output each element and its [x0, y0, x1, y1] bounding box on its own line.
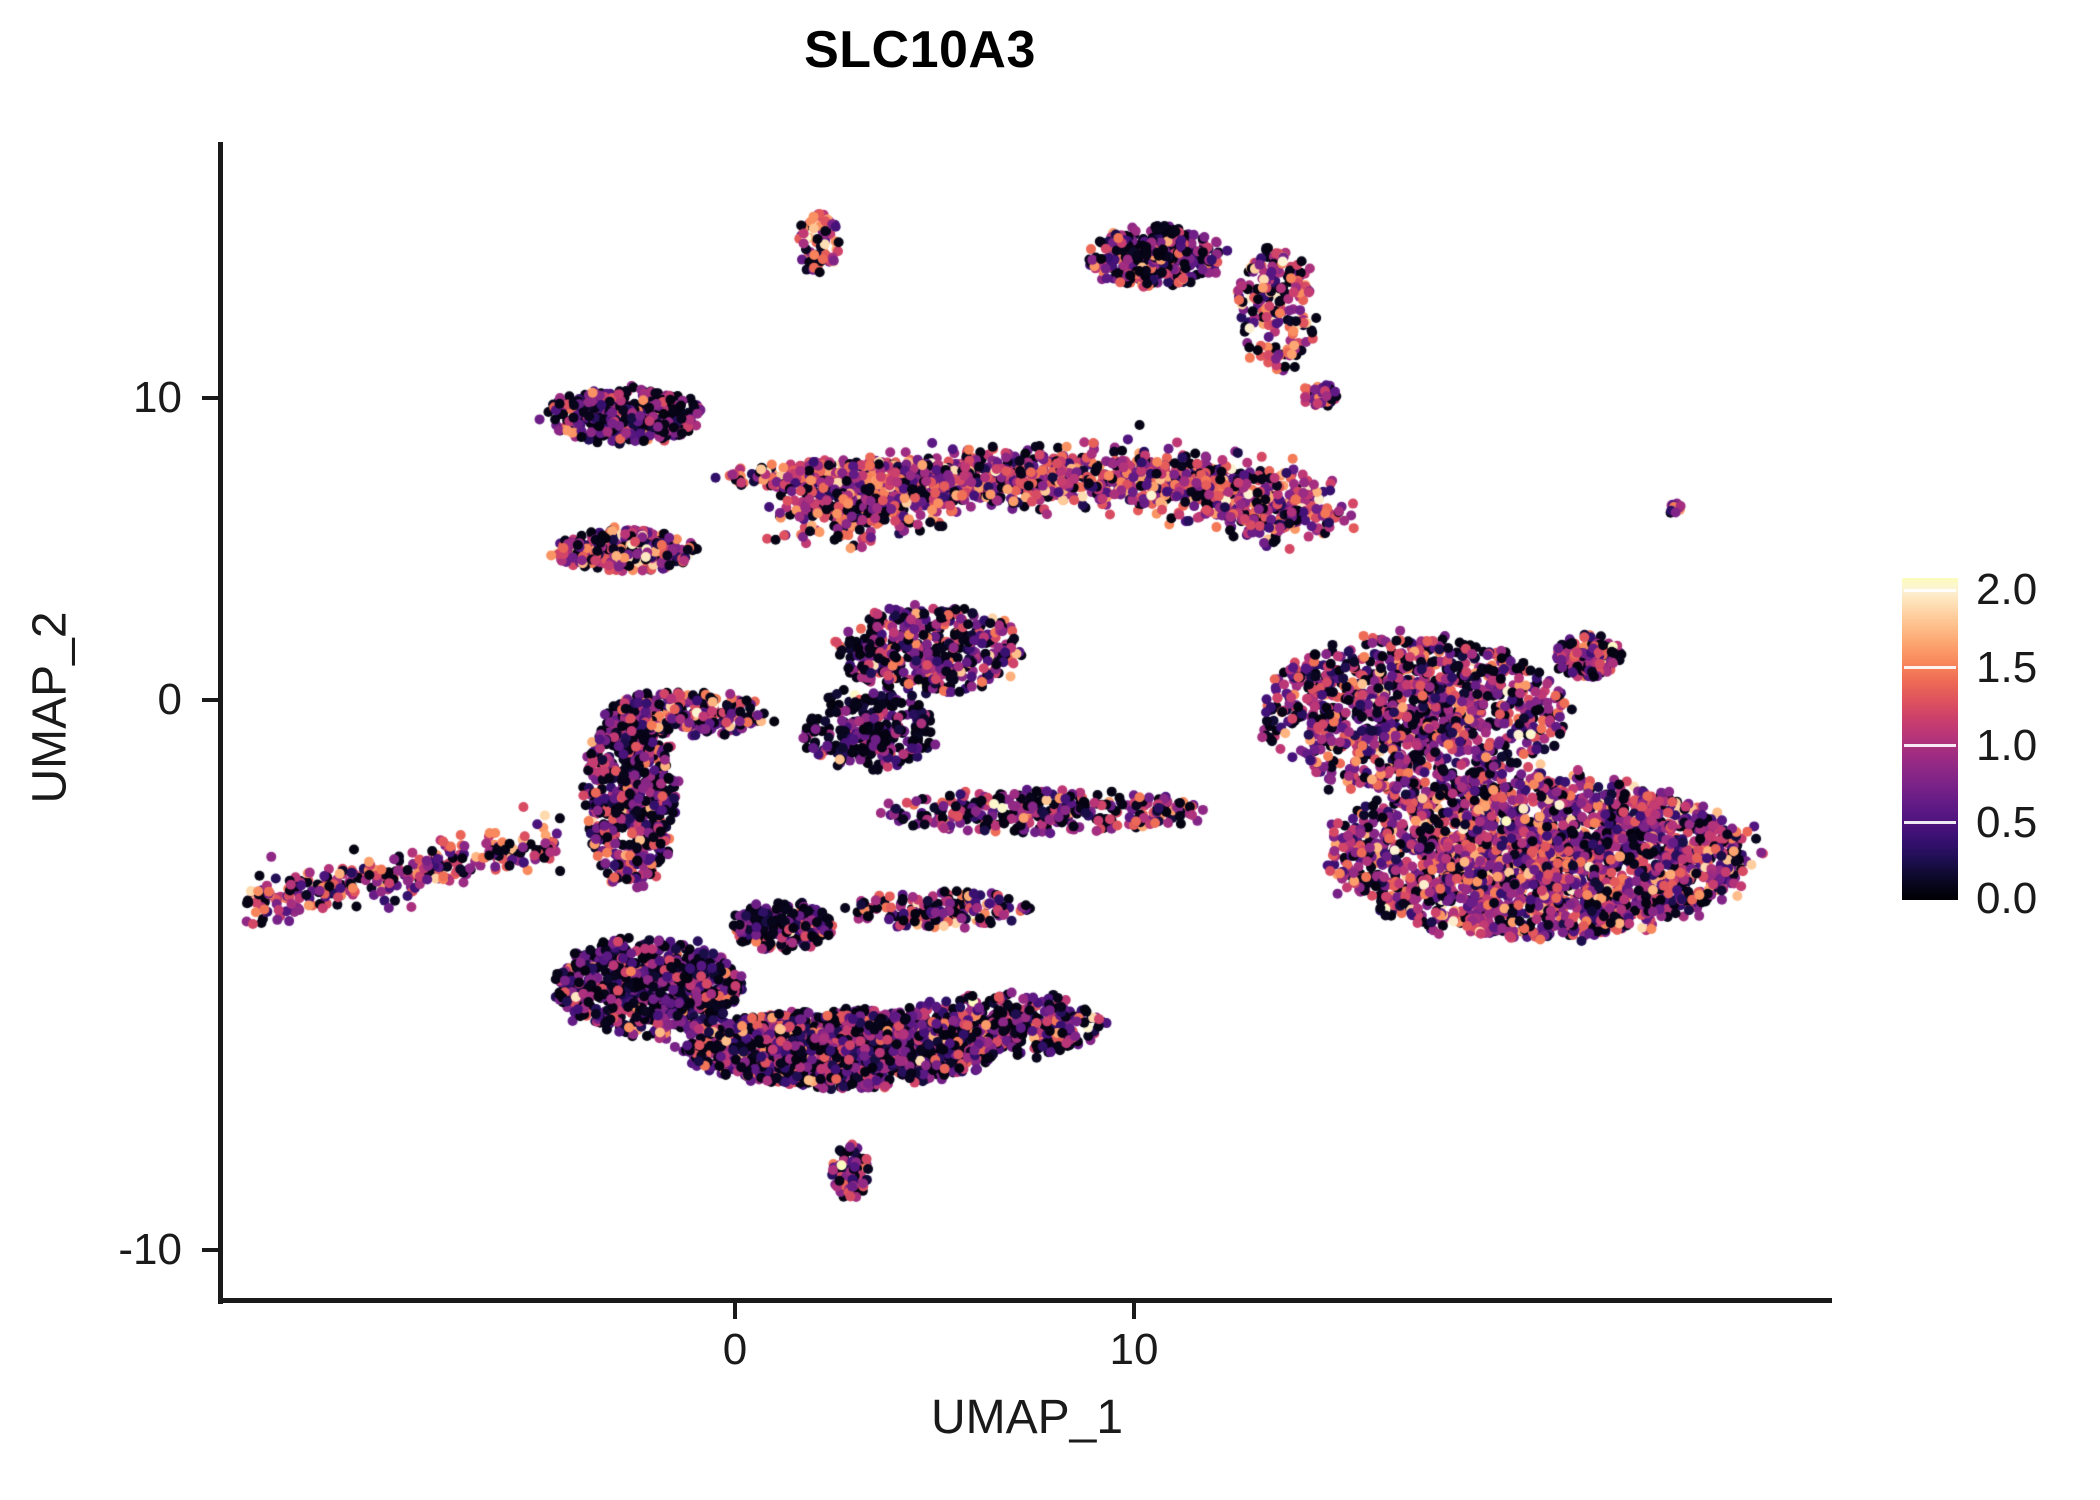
colorbar-tick-1p5: [1904, 589, 1956, 592]
y-tick-mark-neg10: [202, 1248, 218, 1252]
colorbar-tick-1p0: [1904, 666, 1956, 669]
colorbar-label-2: 2.0: [1976, 565, 2038, 614]
y-tick-mark-0: [202, 698, 218, 702]
plot-panel: [222, 142, 1832, 1302]
colorbar-legend: 2.0 1.5 1.0 0.5 0.0: [1902, 568, 2092, 921]
colorbar-label-1p5: 1.5: [1976, 643, 2038, 692]
y-axis-title: UMAP_2: [23, 611, 77, 804]
colorbar-label-0p0: 0.0: [1976, 874, 2038, 923]
x-tick-mark-0: [733, 1303, 737, 1319]
y-tick-label-neg10: -10: [118, 1225, 182, 1274]
x-tick-mark-10: [1132, 1303, 1136, 1319]
colorbar-gradient: [1902, 578, 1958, 900]
umap-scatter-canvas: [222, 142, 1832, 1302]
y-tick-mark-10: [202, 396, 218, 400]
colorbar-label-1p0: 1.0: [1976, 721, 2038, 770]
page-title: SLC10A3: [804, 21, 1036, 79]
x-axis-line: [218, 1298, 1832, 1303]
x-tick-label-10: 10: [1109, 1325, 1159, 1374]
y-tick-label-10: 10: [133, 373, 182, 422]
colorbar-tick-0p5: [1904, 744, 1956, 747]
x-tick-label-0: 0: [722, 1325, 748, 1374]
y-tick-label-0: 0: [157, 675, 182, 724]
colorbar-tick-0p0: [1904, 821, 1956, 824]
colorbar-label-0p5: 0.5: [1976, 798, 2038, 847]
x-axis-title: UMAP_1: [930, 1391, 1124, 1444]
y-axis-line: [218, 142, 223, 1304]
